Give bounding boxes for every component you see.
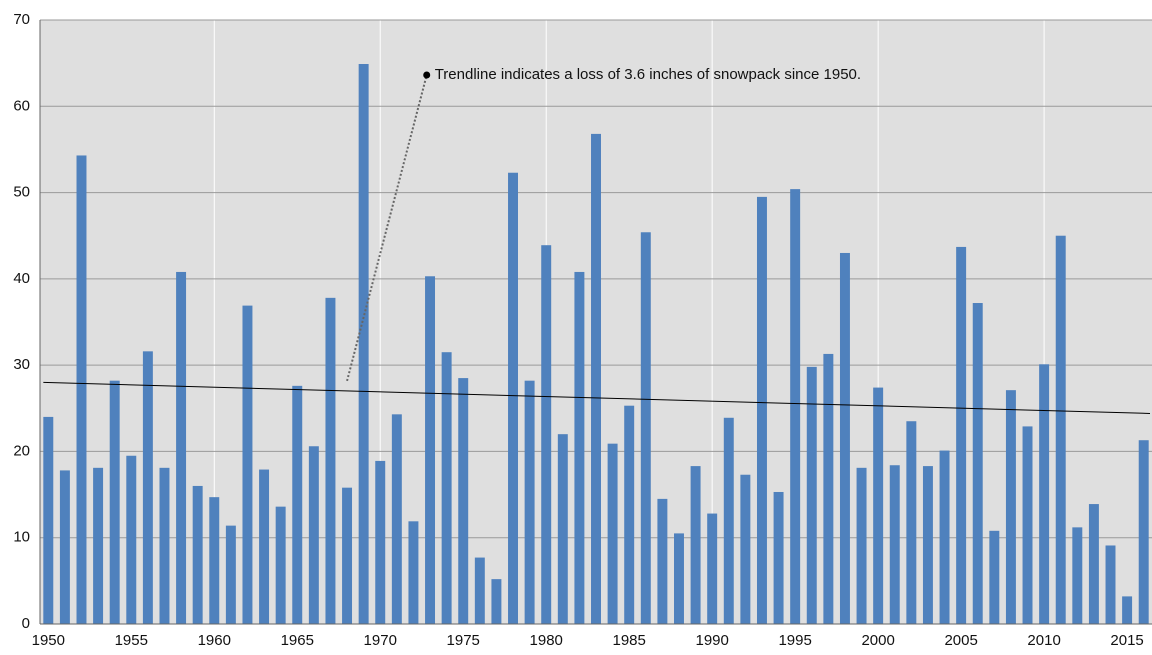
x-tick-label: 1970	[364, 632, 397, 649]
bar	[242, 305, 253, 624]
bar	[176, 271, 187, 624]
bar	[756, 196, 767, 624]
bar	[408, 521, 419, 624]
bar	[358, 64, 369, 624]
bar	[1039, 364, 1050, 624]
bar	[1138, 440, 1149, 624]
bar	[939, 450, 950, 624]
bar	[375, 460, 386, 624]
bar	[209, 497, 220, 624]
bar	[109, 380, 120, 624]
bar	[856, 467, 867, 624]
y-tick-label: 10	[13, 529, 30, 546]
x-tick-label: 1955	[115, 632, 148, 649]
x-tick-label: 2000	[861, 632, 894, 649]
bar	[425, 276, 436, 624]
bar	[491, 579, 502, 624]
x-tick-label: 2015	[1110, 632, 1143, 649]
bar	[707, 513, 718, 624]
bar	[292, 385, 303, 624]
bar	[640, 232, 651, 624]
bar	[1022, 426, 1033, 624]
x-tick-label: 2010	[1027, 632, 1060, 649]
bar	[773, 491, 784, 624]
bar	[591, 133, 601, 624]
y-tick-label: 50	[13, 184, 30, 201]
bar	[723, 417, 734, 624]
bar	[458, 378, 469, 624]
bar	[541, 245, 552, 624]
x-tick-label: 2005	[944, 632, 977, 649]
bar	[989, 530, 1000, 624]
bar	[557, 434, 568, 624]
x-tick-label: 1975	[447, 632, 480, 649]
x-tick-label: 1950	[32, 632, 65, 649]
bar	[624, 405, 635, 624]
x-tick-label: 1980	[530, 632, 563, 649]
bar	[873, 387, 884, 624]
bar	[1088, 504, 1099, 624]
y-tick-label: 40	[13, 270, 30, 287]
bar	[225, 525, 236, 624]
bar	[159, 467, 170, 624]
bar	[1105, 545, 1116, 624]
annotation: Trendline indicates a loss of 3.6 inches…	[435, 66, 861, 83]
bar	[1055, 235, 1066, 624]
bar	[126, 455, 137, 624]
bar	[474, 557, 485, 624]
bar	[275, 506, 286, 624]
bar	[906, 421, 917, 624]
bar	[76, 155, 87, 624]
bar	[325, 297, 336, 624]
bar	[43, 416, 54, 624]
y-tick-label: 60	[13, 97, 30, 114]
bar	[956, 246, 967, 624]
bar	[192, 485, 203, 624]
bar	[1122, 596, 1133, 624]
x-tick-label: 1965	[281, 632, 314, 649]
bar	[607, 443, 618, 624]
bar	[839, 252, 850, 624]
bar	[524, 380, 535, 624]
x-tick-label: 1990	[695, 632, 728, 649]
y-tick-label: 20	[13, 442, 30, 459]
bar	[690, 466, 701, 624]
bar	[790, 189, 801, 624]
bar	[441, 352, 452, 624]
y-tick-label: 0	[22, 615, 30, 632]
annotation-leader	[346, 74, 428, 382]
bar	[972, 303, 983, 624]
bar	[657, 498, 668, 624]
bar	[342, 487, 353, 624]
bar	[806, 366, 817, 624]
bar	[508, 172, 518, 624]
bar	[59, 470, 70, 624]
bar	[142, 351, 153, 624]
annotation-dot	[423, 71, 431, 79]
bar	[674, 533, 684, 624]
bar	[1072, 527, 1083, 624]
y-tick-label: 70	[13, 11, 30, 28]
x-tick-label: 1995	[778, 632, 811, 649]
bar	[823, 353, 834, 624]
x-tick-label: 1985	[613, 632, 646, 649]
bar	[574, 271, 585, 624]
bar	[889, 465, 900, 624]
bar	[922, 466, 933, 624]
bar	[1005, 390, 1016, 624]
x-tick-label: 1960	[198, 632, 231, 649]
bar	[308, 446, 319, 624]
bar	[259, 469, 270, 624]
y-tick-label: 30	[13, 356, 30, 373]
bar	[740, 474, 751, 624]
bar	[391, 414, 402, 624]
trendline	[43, 381, 1151, 414]
bar	[93, 467, 104, 624]
